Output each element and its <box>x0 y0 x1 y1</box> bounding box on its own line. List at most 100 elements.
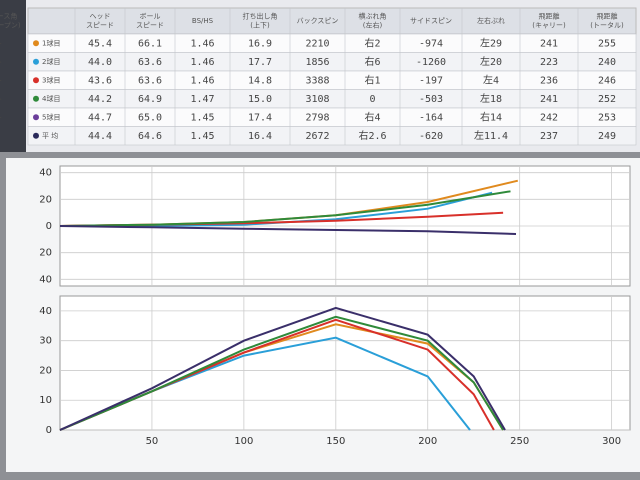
cell: 2672 <box>305 131 329 142</box>
cell: 223 <box>540 57 558 68</box>
cell: 44.4 <box>88 131 112 142</box>
cell: 237 <box>540 131 558 142</box>
cell: 1.46 <box>190 57 214 68</box>
table-row <box>27 126 637 146</box>
cell: 左4 <box>483 73 499 86</box>
cell: - <box>0 112 3 123</box>
cell: 14.8 <box>248 75 272 86</box>
cell: 1.46 <box>190 75 214 86</box>
cell: 255 <box>598 38 616 49</box>
y-tick-label: 40 <box>39 168 52 179</box>
cell: -503 <box>419 94 443 105</box>
row-marker <box>33 132 39 139</box>
cell: 3108 <box>305 94 329 105</box>
cell: 252 <box>598 94 616 105</box>
y-tick-label: 0 <box>46 425 52 436</box>
row-marker <box>33 77 39 84</box>
trajectory-line <box>59 225 517 235</box>
cell: 44.2 <box>88 94 112 105</box>
side-strip <box>0 0 26 152</box>
cell: 1.45 <box>190 131 214 142</box>
cell: 17.7 <box>248 57 272 68</box>
trajectory-line <box>59 190 511 227</box>
y-tick-label: 40 <box>39 274 52 285</box>
column-header: (キャリー) <box>532 22 566 30</box>
row-marker <box>33 95 39 102</box>
cell: 236 <box>540 75 558 86</box>
row-label: 平 均 <box>42 131 58 140</box>
cell: 44.0 <box>88 57 112 68</box>
cell: 左29 <box>480 36 502 49</box>
cell: 66.1 <box>138 38 162 49</box>
column-header: バックスピン <box>297 17 339 25</box>
cell: - <box>0 38 3 49</box>
y-tick-label: 20 <box>39 365 52 376</box>
cell: 17.4 <box>248 112 272 123</box>
cell: 2210 <box>305 38 329 49</box>
column-header: フェース角 <box>0 12 17 21</box>
cell: - <box>0 57 3 68</box>
column-header: (+:オープン) <box>0 22 21 30</box>
row-label: 2球目 <box>42 57 60 66</box>
cell: 1856 <box>305 57 329 68</box>
row-label: 4球目 <box>42 94 60 103</box>
x-tick-label: 300 <box>602 436 621 447</box>
cell: 右2 <box>364 36 380 49</box>
column-header: スピード <box>136 22 164 30</box>
x-tick-label: 200 <box>418 436 437 447</box>
cell: 3388 <box>305 75 329 86</box>
column-header: 横ぶれ角 <box>359 12 387 21</box>
column-header: (トータル) <box>590 21 624 30</box>
cell: 246 <box>598 75 616 86</box>
row-label: 1球目 <box>42 38 60 47</box>
cell: 0 <box>369 94 375 105</box>
y-tick-label: 20 <box>39 248 52 259</box>
column-header: BS/HS <box>192 17 214 25</box>
column-header: 左右ぶれ <box>477 16 505 25</box>
cell: 249 <box>598 131 616 142</box>
side-plot <box>59 295 631 431</box>
column-header: ボール <box>140 13 161 21</box>
cell: 64.9 <box>138 94 162 105</box>
cell: 241 <box>540 38 558 49</box>
column-header: ヘッド <box>90 13 111 21</box>
cell: 左11.4 <box>474 129 508 142</box>
cell: 253 <box>598 112 616 123</box>
row-marker <box>33 58 39 65</box>
cell: 右1 <box>364 73 380 86</box>
cell: 16.9 <box>248 38 272 49</box>
cell: 2798 <box>305 112 329 123</box>
cell: 右14 <box>480 110 502 123</box>
cell: 63.6 <box>138 57 162 68</box>
cell: 242 <box>540 112 558 123</box>
cell: -620 <box>419 131 443 142</box>
cell: -197 <box>419 75 443 86</box>
column-header: 飛距離 <box>597 12 618 21</box>
cell: 1.46 <box>190 38 214 49</box>
row-label: 5球目 <box>42 112 60 121</box>
cell: 241 <box>540 94 558 105</box>
cell: 右6 <box>364 55 380 68</box>
cell: 63.6 <box>138 75 162 86</box>
cell: - <box>0 94 3 105</box>
cell: -1260 <box>416 57 446 68</box>
cell: 16.4 <box>248 131 272 142</box>
cell: 右4 <box>364 110 380 123</box>
y-tick-label: 30 <box>39 336 52 347</box>
column-header: 飛距離 <box>539 12 560 21</box>
cell: 240 <box>598 57 616 68</box>
row-marker <box>33 114 39 121</box>
row-marker <box>33 40 39 47</box>
column-header: スピード <box>86 22 114 30</box>
cell: 左20 <box>480 55 502 68</box>
column-header: (左右) <box>363 21 383 30</box>
cell: 左18 <box>480 92 502 105</box>
x-tick-label: 100 <box>234 436 253 447</box>
cell: 45.4 <box>88 38 112 49</box>
cell: -164 <box>419 112 443 123</box>
cell: - <box>0 75 3 86</box>
y-tick-label: 10 <box>39 395 52 406</box>
cell: 1.47 <box>190 94 214 105</box>
trajectory-line <box>59 315 504 431</box>
